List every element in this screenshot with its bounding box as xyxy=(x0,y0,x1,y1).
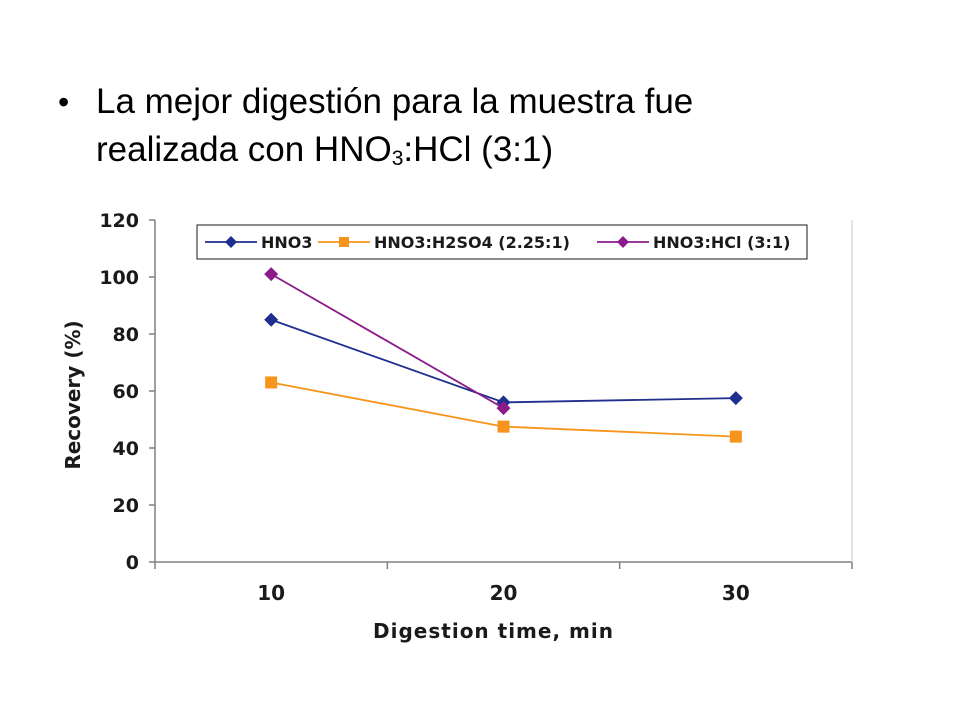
y-tick-label: 120 xyxy=(99,210,139,232)
x-tick-label: 10 xyxy=(257,581,285,605)
legend-label: HNO3 xyxy=(261,233,313,252)
bullet-symbol: • xyxy=(58,84,70,120)
series-line-0 xyxy=(270,318,736,404)
data-point xyxy=(728,391,743,406)
x-tick-label: 20 xyxy=(490,581,518,605)
x-axis-title: Digestion time, min xyxy=(373,619,614,643)
y-tick-label: 80 xyxy=(113,324,139,346)
data-point xyxy=(729,430,742,443)
y-tick-label: 40 xyxy=(113,438,139,460)
data-point xyxy=(265,376,278,389)
legend-box xyxy=(196,224,808,260)
series-line-2 xyxy=(270,273,504,409)
y-tick-label: 60 xyxy=(113,381,139,403)
data-point xyxy=(264,267,279,282)
legend-label: HNO3:H2SO4 (2.25:1) xyxy=(374,233,570,252)
y-tick-label: 100 xyxy=(99,267,139,289)
legend-label: HNO3:HCl (3:1) xyxy=(653,233,790,252)
y-tick-label: 0 xyxy=(126,552,139,574)
bullet-text-line2-suffix: :HCl (3:1) xyxy=(403,130,554,169)
bullet-text-subscript: 3 xyxy=(391,147,404,170)
bullet-text: La mejor digestión para la muestra fue r… xyxy=(96,78,916,183)
bullet-text-line1: La mejor digestión para la muestra fue xyxy=(96,82,694,121)
x-tick-label: 30 xyxy=(722,581,750,605)
y-tick-label: 20 xyxy=(113,495,139,517)
data-point xyxy=(264,312,279,327)
legend-marker xyxy=(617,236,629,248)
data-point xyxy=(497,420,510,433)
data-point xyxy=(496,401,511,416)
legend-marker xyxy=(339,237,349,247)
legend-marker xyxy=(225,236,237,248)
y-axis-title: Recovery (%) xyxy=(61,320,85,469)
bullet-text-line2-prefix: realizada con HNO xyxy=(96,130,392,169)
bullet-text-line2: realizada con HNO3:HCl (3:1) xyxy=(96,126,916,183)
